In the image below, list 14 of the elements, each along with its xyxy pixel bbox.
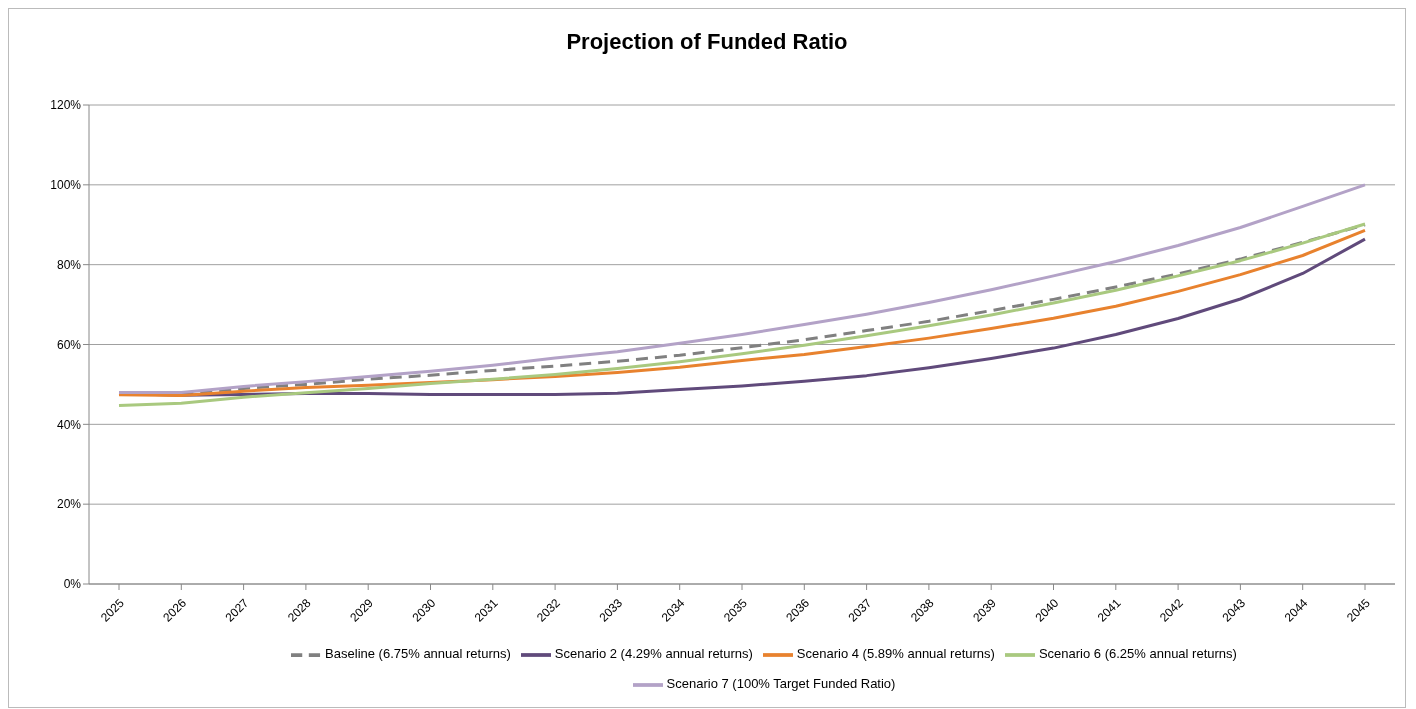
y-tick-label: 40%	[56, 417, 82, 432]
legend-label: Scenario 6 (6.25% annual returns)	[1038, 646, 1237, 662]
y-tick-label: 60%	[56, 337, 82, 352]
y-tick-label: 0%	[63, 577, 82, 592]
y-tick-label: 120%	[50, 98, 82, 113]
legend-label: Scenario 4 (5.89% annual returns)	[796, 646, 995, 662]
chart-title: Projection of Funded Ratio	[565, 28, 849, 56]
y-tick-label: 100%	[50, 178, 82, 193]
legend-label: Scenario 2 (4.29% annual returns)	[554, 646, 753, 662]
y-tick-label: 20%	[56, 497, 82, 512]
legend-label: Scenario 7 (100% Target Funded Ratio)	[666, 676, 896, 692]
y-tick-label: 80%	[56, 257, 82, 272]
line-series	[117, 183, 1367, 394]
legend-label: Baseline (6.75% annual returns)	[325, 646, 511, 662]
